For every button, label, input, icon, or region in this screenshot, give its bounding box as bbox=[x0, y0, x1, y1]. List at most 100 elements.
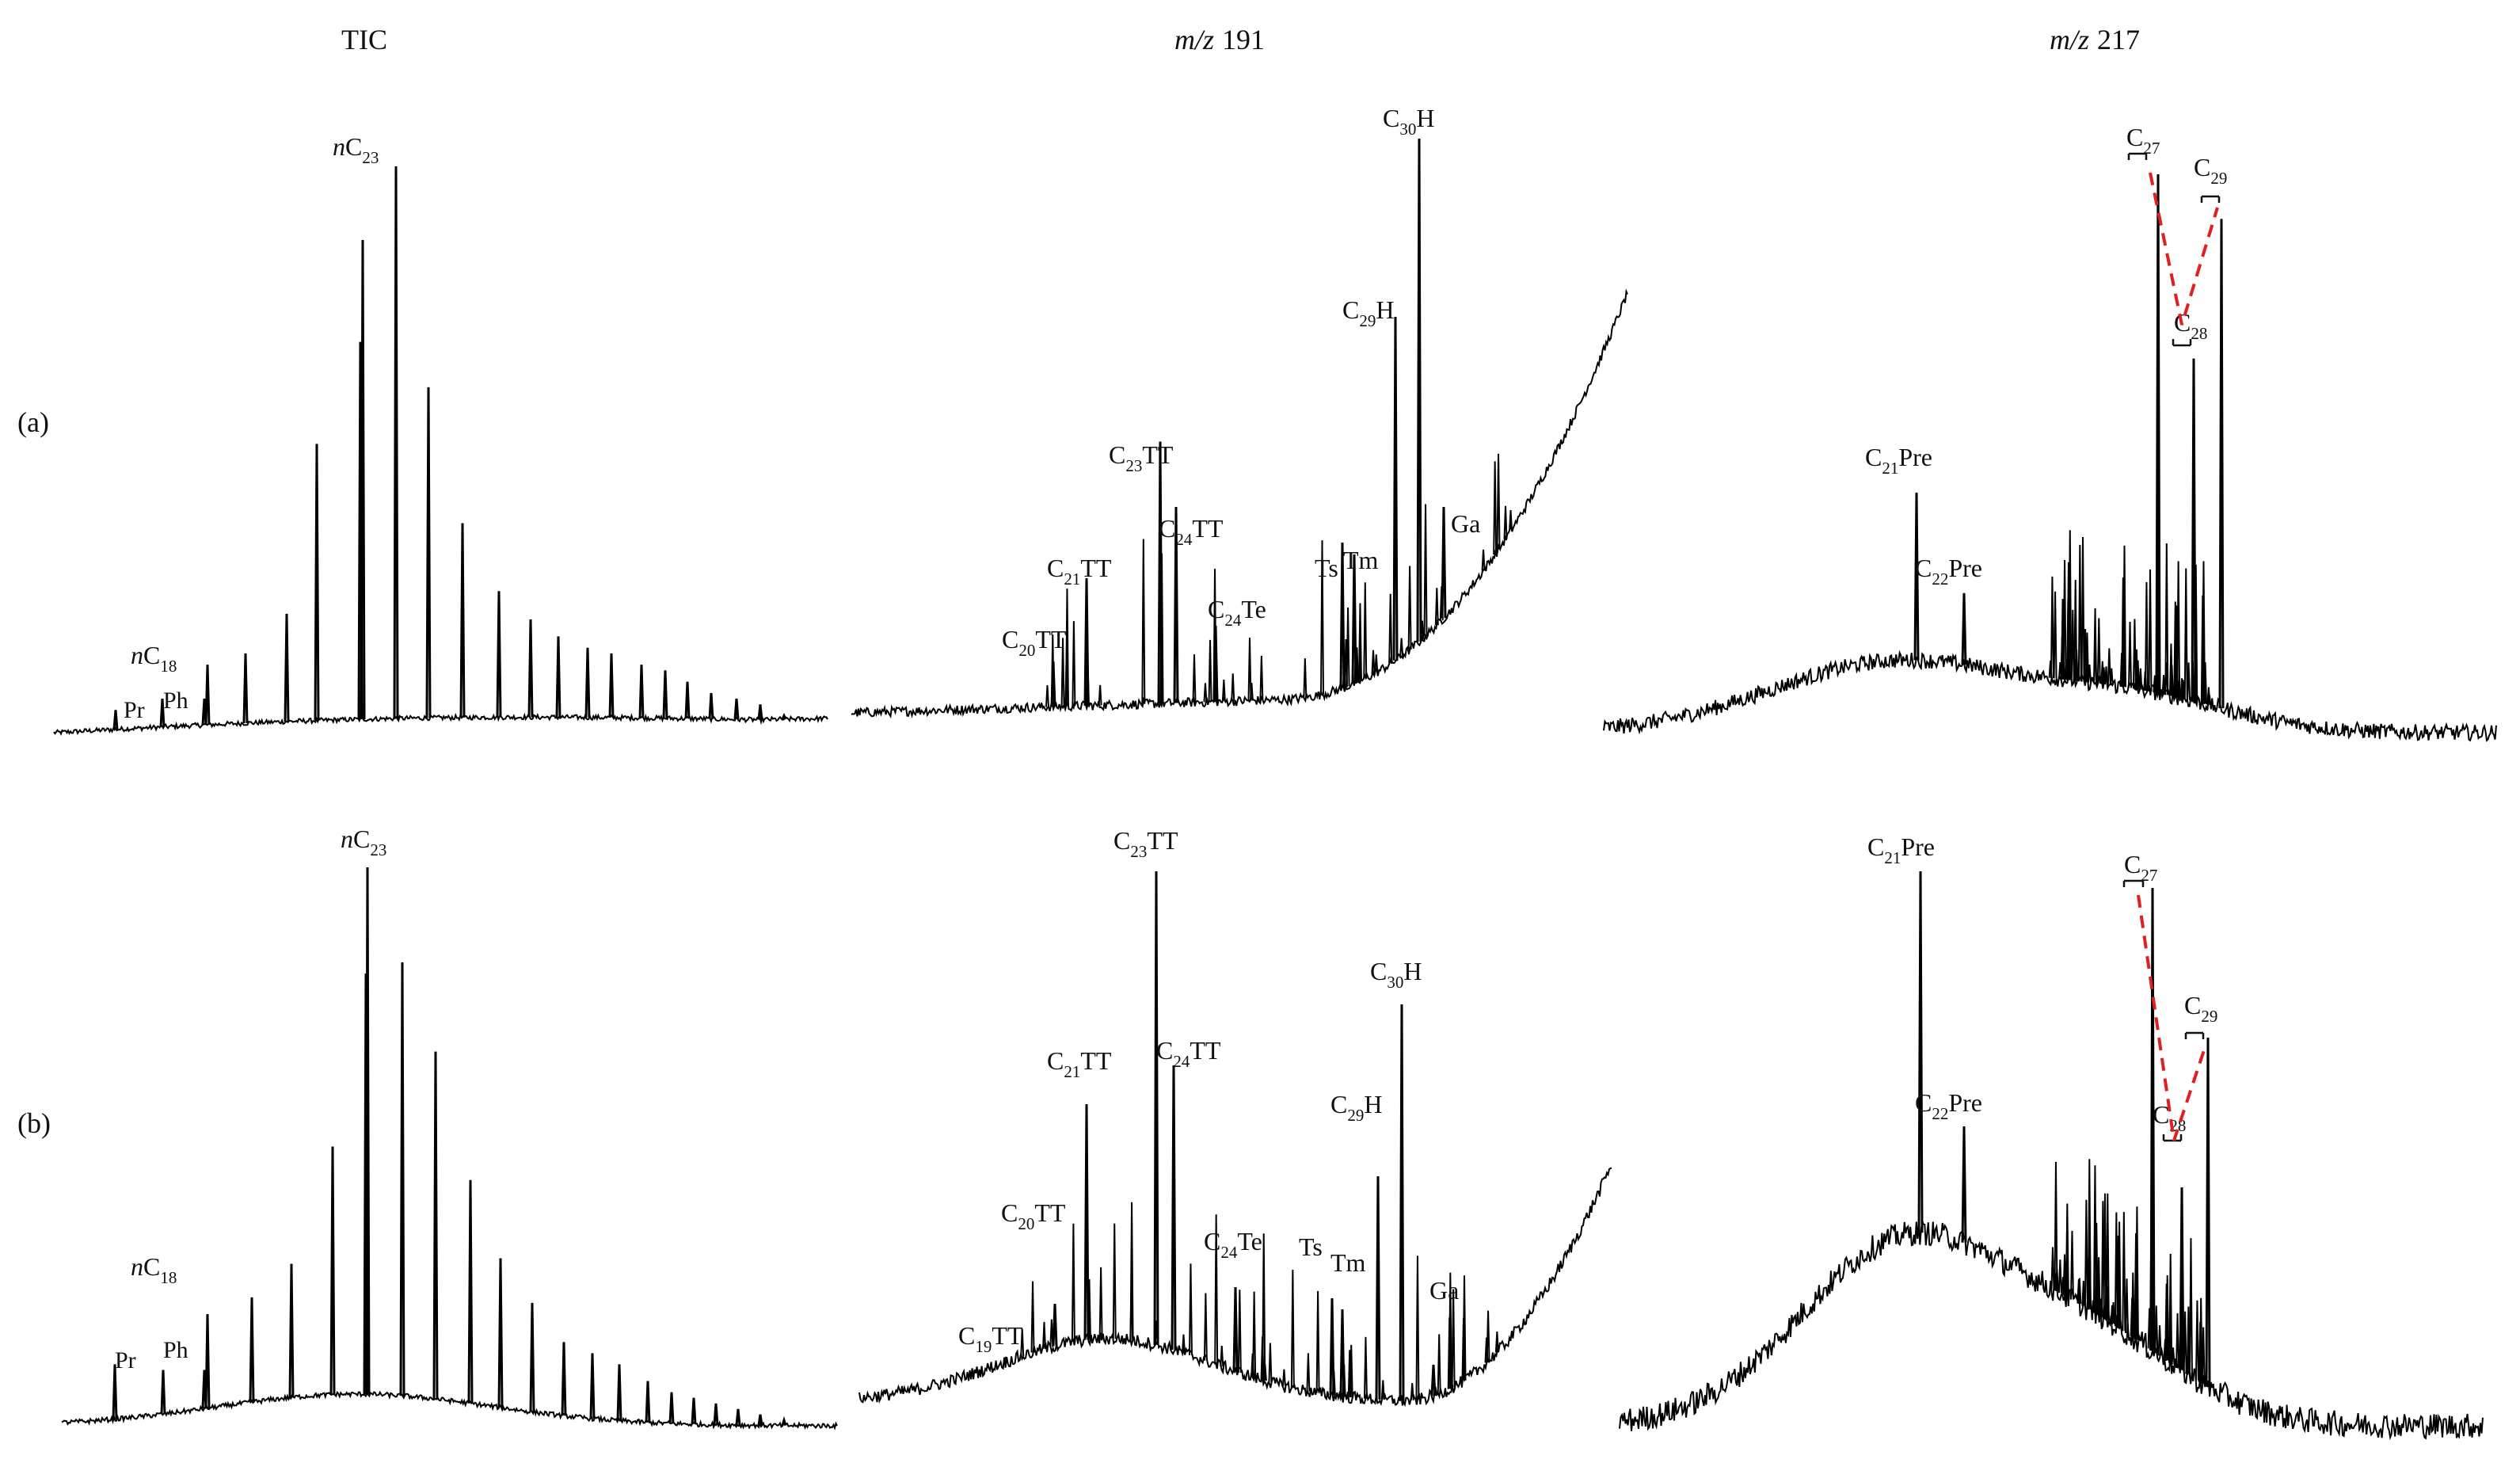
peak-label-c28: C28 bbox=[2174, 308, 2207, 343]
minor-peak bbox=[1363, 1336, 1368, 1399]
peak-label-c30h: C30H bbox=[1383, 104, 1434, 139]
peak-c29 bbox=[2218, 219, 2225, 709]
minor-peak bbox=[1320, 540, 1324, 695]
panel-a-tic-labels: Pr Ph nC18 nC23 bbox=[124, 132, 379, 723]
minor-peak bbox=[1212, 569, 1217, 702]
minor-peak bbox=[2050, 576, 2054, 679]
peak-ts bbox=[1329, 1297, 1335, 1396]
peak-c25 bbox=[425, 387, 432, 718]
minor-peak bbox=[2054, 1161, 2058, 1291]
minor-peak bbox=[2057, 662, 2062, 680]
peak-c38 bbox=[781, 1415, 787, 1427]
peak-c29 bbox=[555, 636, 561, 718]
peak-c37 bbox=[757, 1414, 763, 1426]
minor-peak bbox=[2061, 662, 2066, 680]
peak-label-c30h-b: C30H bbox=[1370, 957, 1422, 992]
minor-peak bbox=[1290, 1270, 1295, 1389]
chromatogram-b-m-z217 bbox=[1619, 871, 2484, 1441]
peak-label-ph: Ph bbox=[163, 688, 188, 714]
minor-peak bbox=[1098, 1267, 1103, 1339]
peak-c30h bbox=[1399, 1004, 1405, 1401]
minor-peak bbox=[1141, 539, 1146, 704]
minor-peak bbox=[1281, 1369, 1286, 1386]
peak-ts bbox=[1339, 542, 1346, 689]
peak-c28 bbox=[2191, 358, 2197, 702]
minor-peak bbox=[2188, 1238, 2193, 1377]
minor-peak bbox=[1494, 1332, 1499, 1353]
minor-peak bbox=[1399, 638, 1404, 657]
minor-peak bbox=[2121, 577, 2126, 688]
minor-peak bbox=[2119, 653, 2124, 687]
peak-label-c21tt: C21TT bbox=[1047, 554, 1112, 589]
minor-peak bbox=[2174, 605, 2179, 698]
peak-c27 bbox=[496, 591, 502, 718]
minor-peak bbox=[1448, 1272, 1452, 1389]
peak-label-c29-b: C29 bbox=[2184, 991, 2217, 1026]
peak-c32 bbox=[645, 1381, 651, 1423]
minor-peak bbox=[2186, 1346, 2191, 1375]
baseline-trace bbox=[1603, 650, 2497, 742]
minor-peak bbox=[2074, 650, 2079, 681]
peak-c19 bbox=[249, 1297, 255, 1403]
minor-peak bbox=[1354, 647, 1359, 683]
minor-peak bbox=[1214, 1214, 1219, 1365]
minor-peak bbox=[2164, 543, 2169, 695]
minor-peak bbox=[2154, 1305, 2159, 1354]
peak-ph bbox=[160, 1370, 166, 1415]
minor-peak bbox=[1461, 1317, 1466, 1381]
peak-label-nc18: nC18 bbox=[131, 641, 177, 676]
peak-label-ph-b: Ph bbox=[163, 1337, 188, 1363]
peak-c21 bbox=[329, 1146, 336, 1395]
minor-peak bbox=[1087, 1278, 1091, 1340]
minor-peak bbox=[2144, 581, 2149, 691]
peak-label-c29: C29 bbox=[2194, 153, 2227, 188]
baseline-trace bbox=[53, 712, 828, 737]
baseline-trace bbox=[858, 1167, 1612, 1408]
peak-c20 bbox=[284, 613, 290, 722]
baseline-trace bbox=[1619, 1217, 2484, 1441]
minor-peak bbox=[1357, 603, 1362, 681]
minor-peak bbox=[1071, 1223, 1075, 1343]
peak-c21pre bbox=[1917, 871, 1924, 1233]
minor-peak bbox=[1208, 639, 1212, 703]
minor-peak bbox=[2165, 1274, 2170, 1361]
minor-peak bbox=[1496, 453, 1501, 550]
minor-peak bbox=[2175, 1313, 2180, 1368]
peak-c30 bbox=[584, 647, 591, 718]
chromatogram-a-tic bbox=[53, 166, 828, 737]
panel-a-mz191-labels: C20TT C21TT C23TT C24TT C24Te Ts Tm C29H… bbox=[1002, 104, 1480, 660]
minor-peak bbox=[1407, 566, 1412, 650]
minor-peak bbox=[2179, 1302, 2183, 1370]
peak-c30 bbox=[589, 1353, 596, 1419]
chromatogram-a-m-z191 bbox=[851, 138, 1628, 719]
minor-peak bbox=[2164, 661, 2169, 695]
minor-peak bbox=[2096, 618, 2101, 684]
minor-peak bbox=[1030, 1281, 1035, 1353]
minor-peak bbox=[1410, 1383, 1414, 1400]
minor-peak bbox=[1154, 1320, 1159, 1346]
peak-c36 bbox=[735, 1408, 741, 1426]
peak-c20 bbox=[288, 1263, 295, 1398]
peak-c29h bbox=[1392, 316, 1399, 661]
minor-peak bbox=[1050, 634, 1055, 707]
minor-peak bbox=[1247, 638, 1252, 701]
minor-peak bbox=[1493, 461, 1498, 555]
peak-ph bbox=[159, 699, 166, 727]
chromatogram-traces bbox=[53, 138, 2497, 1441]
trend-line-b bbox=[2137, 894, 2207, 1141]
minor-peak bbox=[1203, 683, 1208, 703]
minor-peak bbox=[1252, 1291, 1257, 1378]
minor-peak bbox=[2080, 536, 2085, 682]
bracket-c28-b bbox=[2162, 1134, 2183, 1142]
minor-peak bbox=[2192, 683, 2197, 702]
minor-peak bbox=[2062, 560, 2067, 680]
peak-label-pr: Pr bbox=[124, 697, 145, 723]
minor-peak bbox=[1484, 1337, 1489, 1363]
peak-label-ts: Ts bbox=[1315, 554, 1338, 582]
peak-c24te bbox=[1232, 1286, 1239, 1372]
panel-a-mz217-labels: C21Pre C22Pre C27 C28 C29 bbox=[1865, 123, 2227, 589]
minor-peak bbox=[1415, 1255, 1420, 1400]
header-tic: TIC bbox=[341, 24, 387, 55]
minor-peak bbox=[2194, 564, 2198, 702]
peak-pr bbox=[112, 1364, 118, 1419]
